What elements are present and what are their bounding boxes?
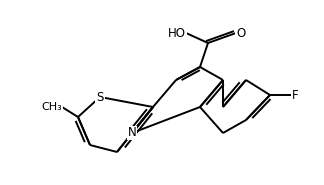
Text: S: S [96, 90, 104, 103]
Text: N: N [128, 127, 136, 139]
Text: O: O [236, 26, 245, 40]
Text: CH₃: CH₃ [41, 102, 62, 112]
Text: F: F [292, 88, 299, 102]
Text: HO: HO [168, 26, 186, 40]
